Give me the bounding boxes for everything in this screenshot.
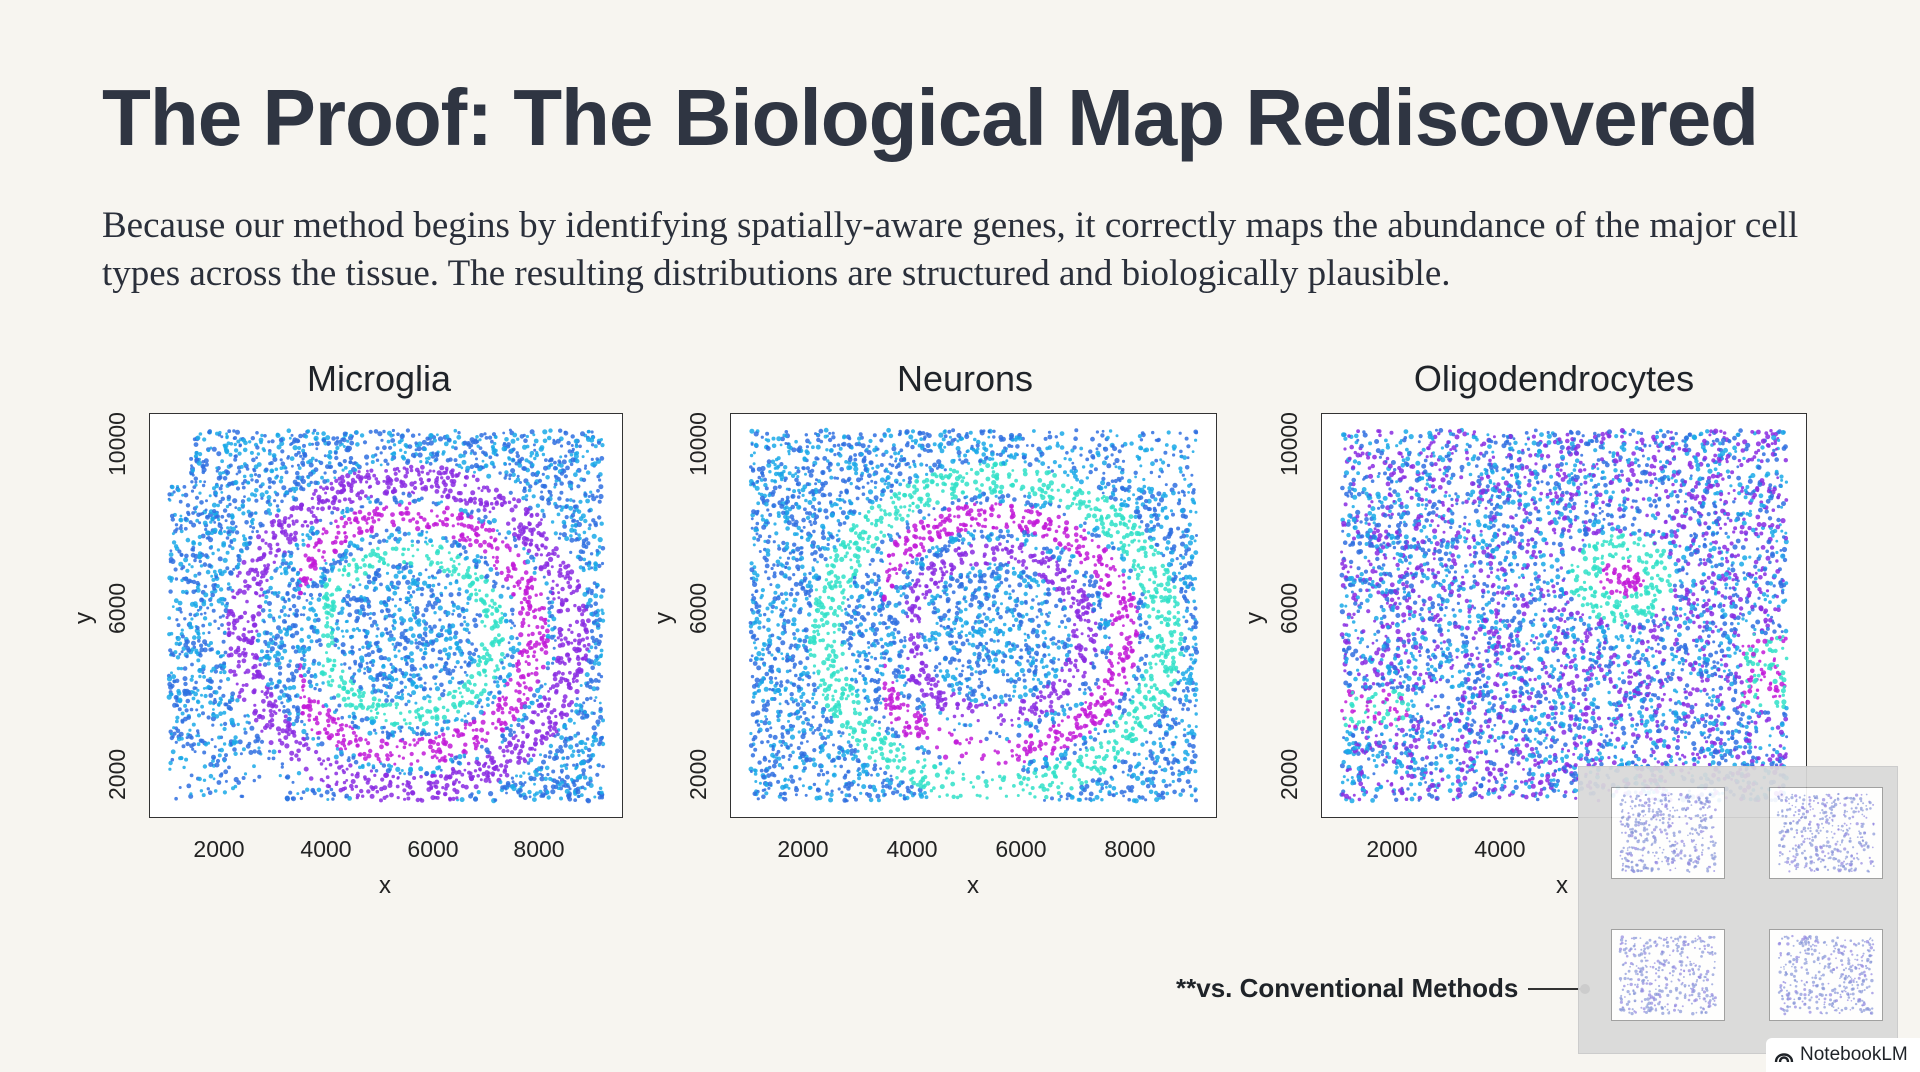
y-tick-label: 10000 xyxy=(1276,412,1302,476)
notebooklm-badge: NotebookLM xyxy=(1766,1038,1920,1072)
thumbnail-plot xyxy=(1769,787,1883,879)
conventional-methods-thumbnails xyxy=(1578,766,1898,1054)
x-tick-label: 2000 xyxy=(1366,836,1418,862)
y-tick-label: 10000 xyxy=(685,412,711,476)
comparison-leader-line xyxy=(1528,988,1584,990)
y-tick-label: 2000 xyxy=(685,748,711,800)
brand-name: NotebookLM xyxy=(1800,1044,1908,1065)
x-tick-label: 4000 xyxy=(886,836,938,862)
y-tick-label: 2000 xyxy=(1276,748,1302,800)
thumbnail-plot xyxy=(1769,929,1883,1021)
page-subtitle: Because our method begins by identifying… xyxy=(102,205,1799,294)
x-tick-label: 4000 xyxy=(300,836,352,862)
y-axis-label: y xyxy=(650,612,677,624)
panel-title-microglia: Microglia xyxy=(306,358,452,399)
tissue-scatter xyxy=(166,428,606,804)
x-tick-label: 6000 xyxy=(407,836,459,862)
x-axis-label: x xyxy=(379,872,391,899)
y-tick-label: 2000 xyxy=(104,748,130,800)
oligodendrocytes-plot xyxy=(1321,413,1807,818)
x-axis-label: x xyxy=(1556,872,1568,899)
tissue-scatter xyxy=(748,427,1200,804)
notebooklm-logo-icon xyxy=(1774,1053,1794,1063)
comparison-label: **vs. Conventional Methods xyxy=(1176,973,1519,1003)
thumbnail-plot xyxy=(1611,929,1725,1021)
y-tick-label: 6000 xyxy=(1276,582,1302,634)
y-tick-label: 10000 xyxy=(104,412,130,476)
y-tick-label: 6000 xyxy=(104,582,130,634)
y-tick-label: 6000 xyxy=(685,582,711,634)
x-tick-label: 8000 xyxy=(513,836,565,862)
y-axis-label: y xyxy=(70,612,97,624)
page-title: The Proof: The Biological Map Rediscover… xyxy=(102,73,1759,162)
microglia-plot xyxy=(149,413,623,818)
y-axis-label: y xyxy=(1241,612,1268,624)
x-tick-label: 4000 xyxy=(1474,836,1526,862)
x-tick-label: 6000 xyxy=(995,836,1047,862)
x-tick-label: 2000 xyxy=(777,836,829,862)
x-tick-label: 8000 xyxy=(1104,836,1156,862)
tissue-scatter xyxy=(1339,427,1789,804)
thumbnail-plot xyxy=(1611,787,1725,879)
neurons-plot xyxy=(730,413,1217,818)
x-axis-label: x xyxy=(967,872,979,899)
x-tick-label: 2000 xyxy=(193,836,245,862)
panel-title-oligodendrocytes: Oligodendrocytes xyxy=(1413,358,1695,399)
panel-title-neurons: Neurons xyxy=(896,358,1034,399)
